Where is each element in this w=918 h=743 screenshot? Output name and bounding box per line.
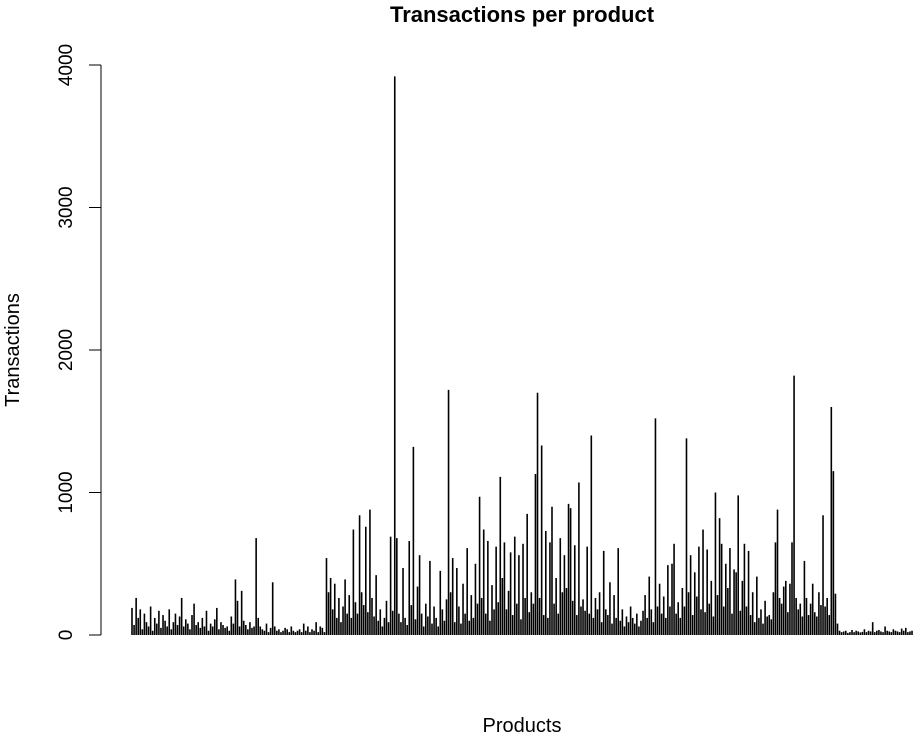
y-axis-label: Transactions bbox=[2, 293, 24, 407]
y-tick-label: 0 bbox=[56, 630, 77, 641]
y-axis: 0 1000 2000 3000 4000 bbox=[56, 44, 102, 641]
y-tick-label: 1000 bbox=[56, 471, 77, 513]
x-axis-label: Products bbox=[483, 715, 562, 737]
y-tick-label: 2000 bbox=[56, 329, 77, 371]
y-tick-label: 3000 bbox=[56, 186, 77, 228]
y-tick-label: 4000 bbox=[56, 44, 77, 86]
series-lines bbox=[131, 76, 913, 635]
chart-title: Transactions per product bbox=[390, 2, 655, 27]
